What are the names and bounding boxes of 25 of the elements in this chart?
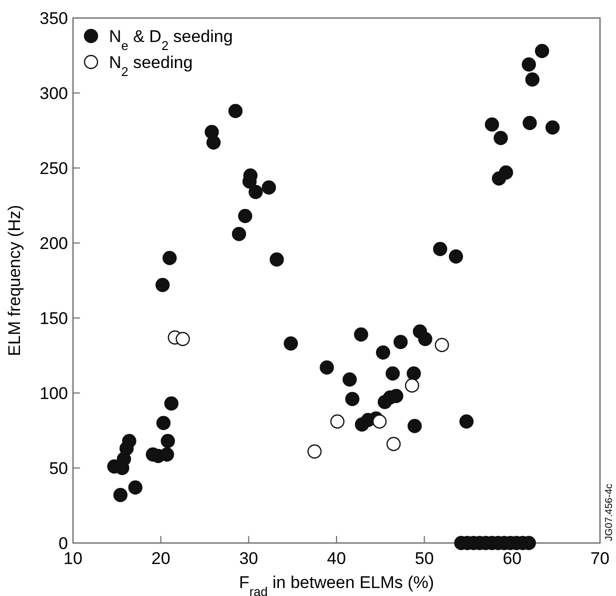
y-tick-label: 350 bbox=[40, 8, 68, 28]
y-axis-title: ELM frequency (Hz) bbox=[5, 204, 24, 356]
point bbox=[176, 332, 190, 346]
point bbox=[386, 436, 401, 452]
x-tick-label: 60 bbox=[502, 549, 522, 568]
y-tick-label: 50 bbox=[49, 458, 68, 478]
point bbox=[330, 414, 344, 429]
y-tick-label: 200 bbox=[40, 234, 68, 253]
legend-label: N$_{e}$ & D$_{2}$ seeding bbox=[109, 26, 233, 52]
y-tick-label: 250 bbox=[40, 158, 68, 178]
text: JG07.456-4c bbox=[604, 484, 615, 541]
point bbox=[307, 444, 322, 459]
point bbox=[434, 338, 449, 352]
y-tick-label: 100 bbox=[40, 384, 68, 403]
x-tick-label: 70 bbox=[590, 549, 610, 568]
x-tick-label: 30 bbox=[239, 549, 258, 568]
x-tick-label: 40 bbox=[327, 549, 346, 568]
legend-label: N$_{2}$ seeding bbox=[109, 52, 193, 78]
y-tick-label: 150 bbox=[40, 308, 68, 328]
x-tick-label: 20 bbox=[151, 549, 170, 568]
point bbox=[372, 414, 387, 429]
y-tick-label: 300 bbox=[40, 84, 68, 103]
point bbox=[404, 378, 420, 393]
x-tick-label: 50 bbox=[414, 549, 434, 568]
x-axis-title: F$_{rad}$ in between ELMs (%) bbox=[238, 573, 434, 596]
